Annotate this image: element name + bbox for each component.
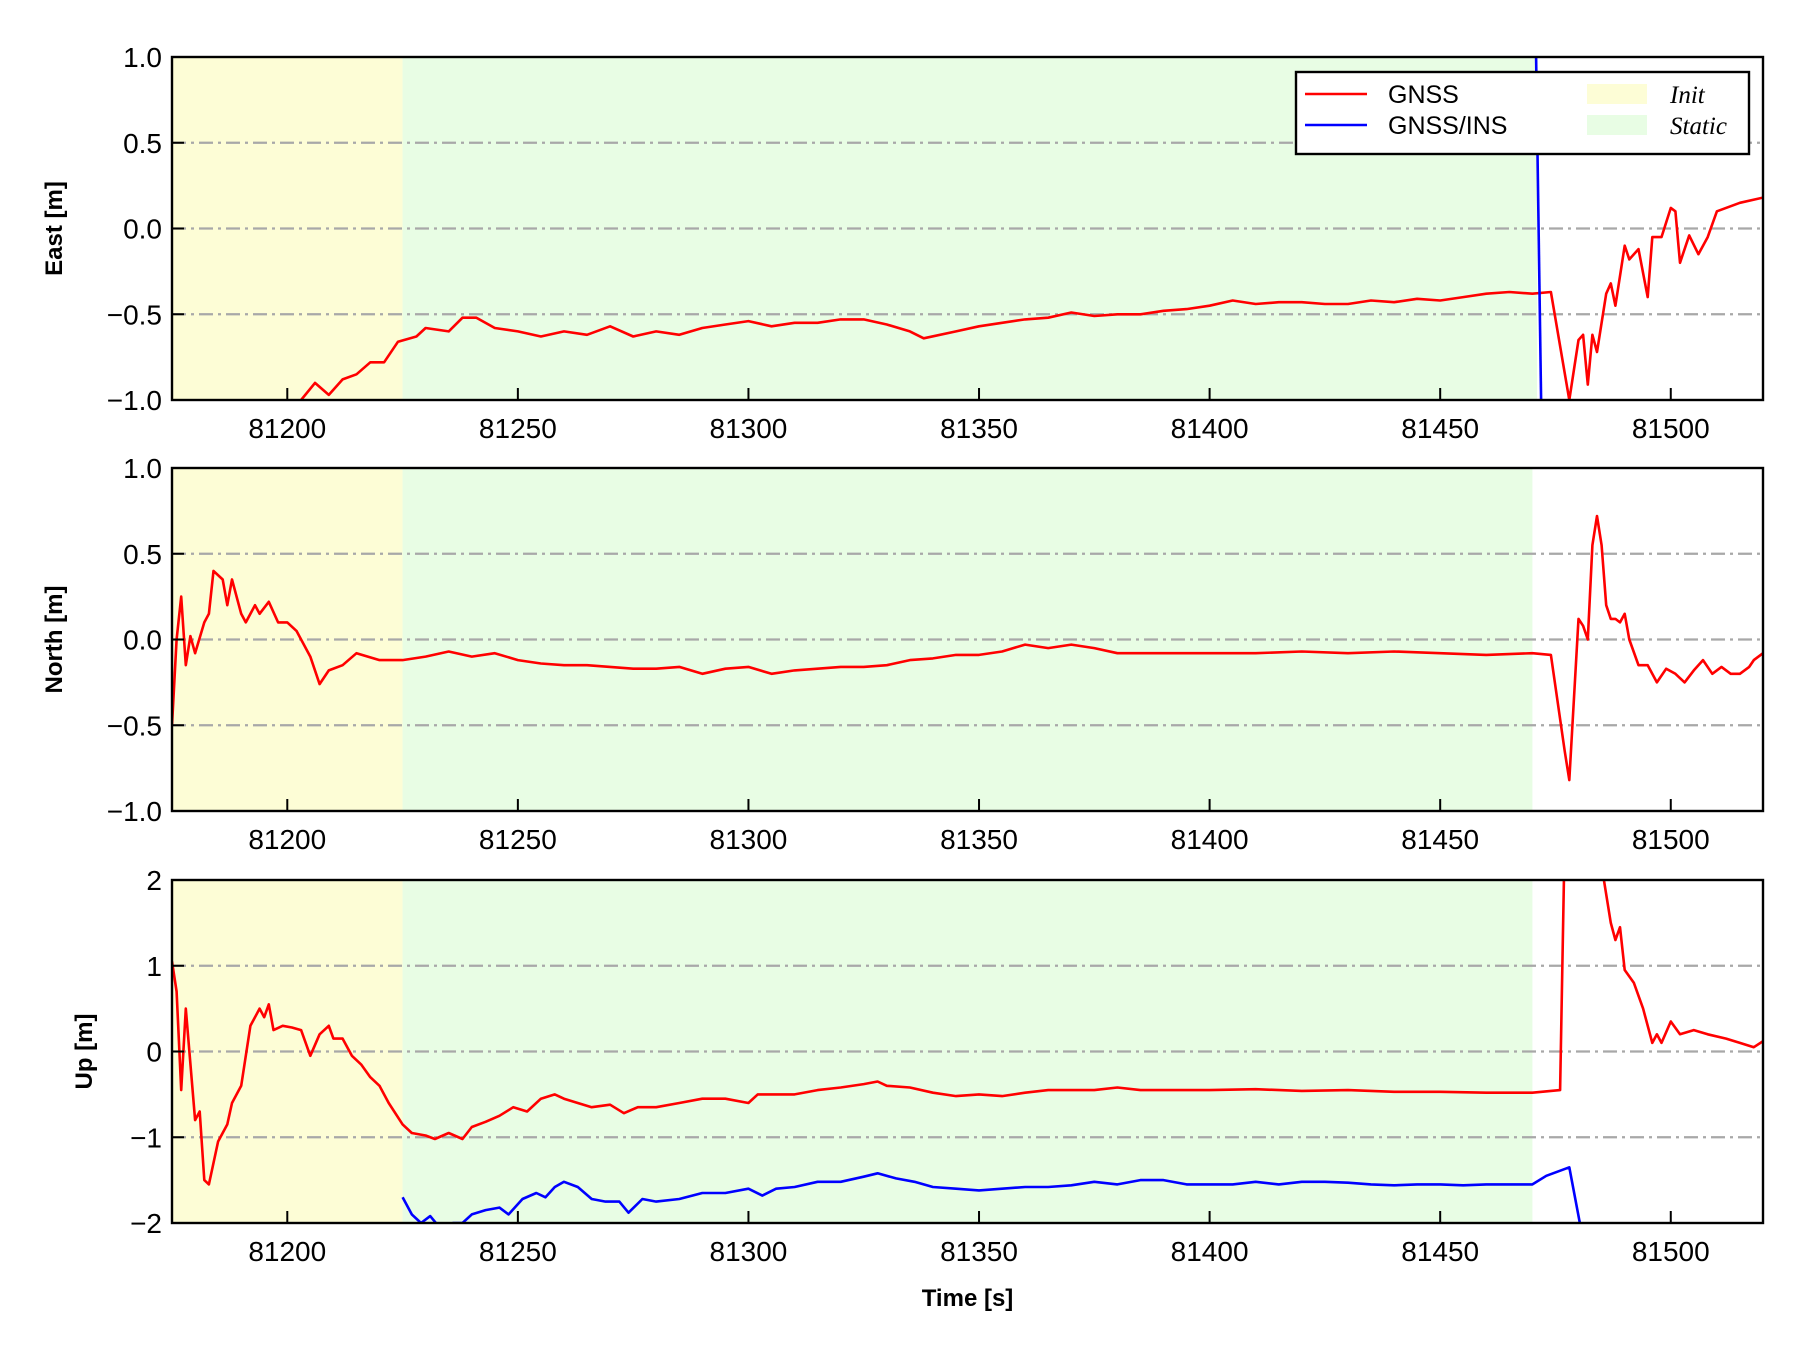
x-tick-label: 81250 xyxy=(479,1236,557,1267)
y-tick-label: 1.0 xyxy=(123,42,162,73)
series-line-gnss xyxy=(172,514,1763,782)
y-tick-label: 0.5 xyxy=(123,539,162,570)
y-axis-label: Up [m] xyxy=(71,1014,98,1090)
x-axis-label: Time [s] xyxy=(922,1285,1014,1312)
x-tick-label: 81250 xyxy=(479,413,557,444)
x-tick-label: 81400 xyxy=(1171,413,1249,444)
x-tick-label: 81250 xyxy=(479,824,557,855)
panel-north: 81200 81250 81300 81350 81400 81450 81500 −1.0 −… xyxy=(41,453,1765,855)
y-axis-label: East [m] xyxy=(41,181,68,276)
x-tick-label: 81400 xyxy=(1171,824,1249,855)
y-tick-label: −1.0 xyxy=(107,385,162,416)
legend-box xyxy=(1294,70,1751,156)
legend-swatch-static xyxy=(1587,115,1647,135)
legend-label: GNSS/INS xyxy=(1388,112,1507,140)
x-tick-label: 81350 xyxy=(940,824,1018,855)
x-tick-label: 81200 xyxy=(248,1236,326,1267)
x-tick-label: 81350 xyxy=(940,413,1018,444)
y-tick-label: −1 xyxy=(130,1122,162,1153)
panel-east: 81200 81250 81300 81350 81400 81450 81500 −1.0 −… xyxy=(41,42,1765,444)
legend-swatch-init xyxy=(1587,84,1647,104)
x-tick-label: 81450 xyxy=(1401,413,1479,444)
y-tick-label: −0.5 xyxy=(107,710,162,741)
y-tick-label: 2 xyxy=(146,865,162,896)
x-tick-label: 81300 xyxy=(710,824,788,855)
y-tick-label: −0.5 xyxy=(107,299,162,330)
x-tick-label: 81400 xyxy=(1171,1236,1249,1267)
x-tick-label: 81500 xyxy=(1632,824,1710,855)
series-line-gnss xyxy=(298,196,1763,400)
panel-up: 81200 81250 81300 81350 81400 81450 81500 −2 −1 0… xyxy=(71,865,1765,1312)
y-tick-label: −1.0 xyxy=(107,796,162,827)
legend-label: Init xyxy=(1669,82,1706,109)
x-tick-label: 81300 xyxy=(710,1236,788,1267)
y-tick-label: 1 xyxy=(146,951,162,982)
legend-label: GNSS xyxy=(1388,81,1459,109)
x-tick-label: 81500 xyxy=(1632,1236,1710,1267)
x-tick-label: 81200 xyxy=(248,824,326,855)
y-axis-label: North [m] xyxy=(41,586,68,694)
y-tick-label: 1.0 xyxy=(123,453,162,484)
legend: GNSS GNSS/INS Init Static xyxy=(1294,70,1751,156)
y-tick-label: 0.0 xyxy=(123,625,162,656)
series-line-gnss xyxy=(172,880,1763,1186)
x-tick-label: 81450 xyxy=(1401,1236,1479,1267)
y-tick-label: 0 xyxy=(146,1037,162,1068)
y-tick-label: 0.0 xyxy=(123,214,162,245)
y-tick-label: −2 xyxy=(130,1208,162,1239)
series-line-gnss-ins xyxy=(401,1166,1582,1223)
x-tick-label: 81450 xyxy=(1401,824,1479,855)
x-tick-label: 81350 xyxy=(940,1236,1018,1267)
legend-label: Static xyxy=(1670,113,1727,140)
y-tick-label: 0.5 xyxy=(123,128,162,159)
x-tick-label: 81300 xyxy=(710,413,788,444)
x-tick-label: 81500 xyxy=(1632,413,1710,444)
x-tick-label: 81200 xyxy=(248,413,326,444)
